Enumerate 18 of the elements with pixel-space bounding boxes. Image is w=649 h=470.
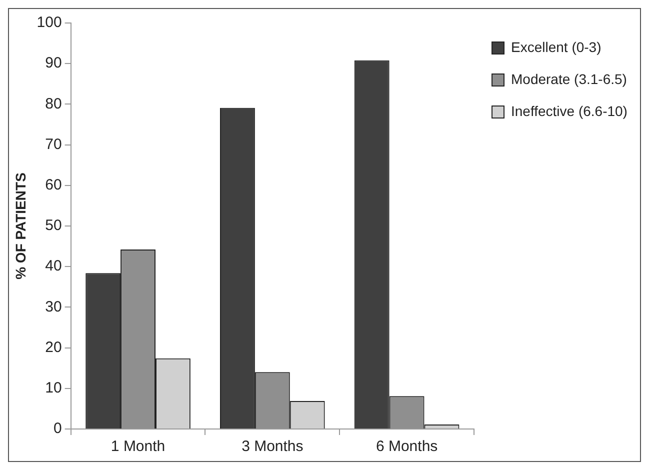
y-tick-label: 10 [45,380,62,397]
y-tick-label: 100 [36,14,62,32]
x-tick-label: 1 Month [110,438,166,456]
y-tick-label: 60 [45,176,62,194]
legend-label: Moderate (3.1-6.5) [511,70,627,87]
y-tick-label: 0 [53,420,62,438]
y-tick-label: 40 [45,258,62,275]
x-tick-label: 3 Months [242,438,304,456]
y-axis-title: % OF PATIENTS [12,172,28,280]
y-tick-label: 20 [45,338,62,356]
x-tick-label: 6 Months [376,438,438,456]
legend-label: Excellent (0-3) [511,38,602,55]
y-tick-label: 50 [45,217,62,234]
y-tick-label: 70 [45,136,62,153]
legend-label: Ineffective (6.6-10) [511,102,628,119]
y-tick-label: 90 [45,54,62,72]
y-tick-label: 30 [45,298,62,316]
y-tick-label: 80 [45,95,62,112]
